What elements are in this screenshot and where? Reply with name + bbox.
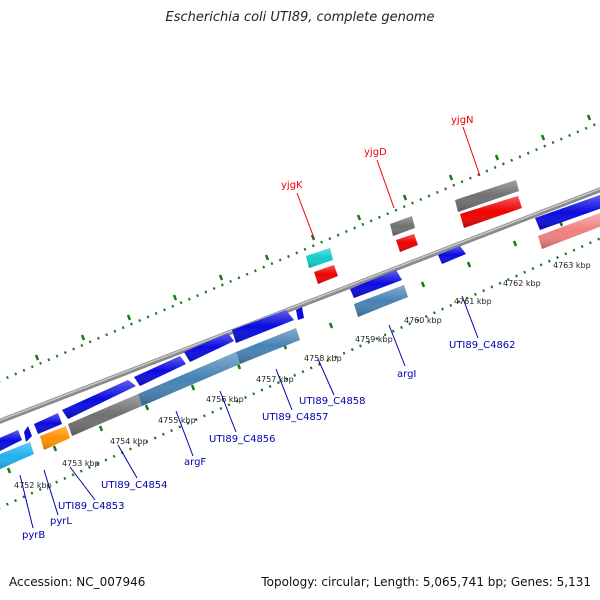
inner-tick-ring (0, 237, 600, 509)
kbp-label: 4760 kbp (404, 316, 442, 325)
label-pyrL[interactable]: pyrL (50, 516, 72, 527)
gene-labels: yjgK yjgD yjgN pyrB pyrL UTI89_C4853 UTI… (22, 115, 516, 541)
label-c4854[interactable]: UTI89_C4854 (101, 480, 168, 491)
label-c4853[interactable]: UTI89_C4853 (58, 501, 125, 512)
outer-genes (306, 180, 522, 284)
label-c4862[interactable]: UTI89_C4862 (449, 340, 516, 351)
kbp-label: 4759 kbp (355, 335, 393, 344)
label-c4857[interactable]: UTI89_C4857 (262, 412, 329, 423)
forward-strand-genes (0, 195, 600, 451)
reverse-strand-genes (0, 213, 600, 470)
kbp-label: 4758 kbp (304, 354, 342, 363)
major-ticks (6, 114, 592, 474)
accession-text: Accession: NC_007946 (9, 575, 146, 589)
kbp-label: 4753 kbp (62, 459, 100, 468)
map-title: Escherichia coli UTI89, complete genome (165, 10, 435, 25)
label-leaders (19, 126, 481, 529)
label-yjgN[interactable]: yjgN (451, 115, 474, 126)
kbp-label: 4755 kbp (158, 416, 196, 425)
label-c4856[interactable]: UTI89_C4856 (209, 434, 276, 445)
genome-backbone (0, 187, 600, 424)
kbp-label: 4756 kbp (206, 395, 244, 404)
kbp-label: 4757 kbp (256, 375, 294, 384)
kbp-label: 4761 kbp (454, 297, 492, 306)
kbp-label: 4763 kbp (553, 261, 591, 270)
label-c4858[interactable]: UTI89_C4858 (299, 396, 366, 407)
kbp-label: 4754 kbp (110, 437, 148, 446)
kbp-label: 4762 kbp (503, 279, 541, 288)
cds-c4858-upper[interactable] (296, 307, 304, 320)
label-argI[interactable]: argI (397, 369, 416, 380)
cds-pyrL-upper[interactable] (24, 426, 32, 442)
label-argF[interactable]: argF (184, 457, 206, 468)
label-yjgK[interactable]: yjgK (281, 180, 303, 191)
label-pyrB[interactable]: pyrB (22, 530, 45, 541)
kbp-labels: 4752 kbp 4753 kbp 4754 kbp 4755 kbp 4756… (14, 261, 591, 490)
label-yjgD[interactable]: yjgD (364, 147, 387, 158)
genome-summary-text: Topology: circular; Length: 5,065,741 bp… (261, 575, 591, 589)
kbp-label: 4752 kbp (14, 481, 52, 490)
